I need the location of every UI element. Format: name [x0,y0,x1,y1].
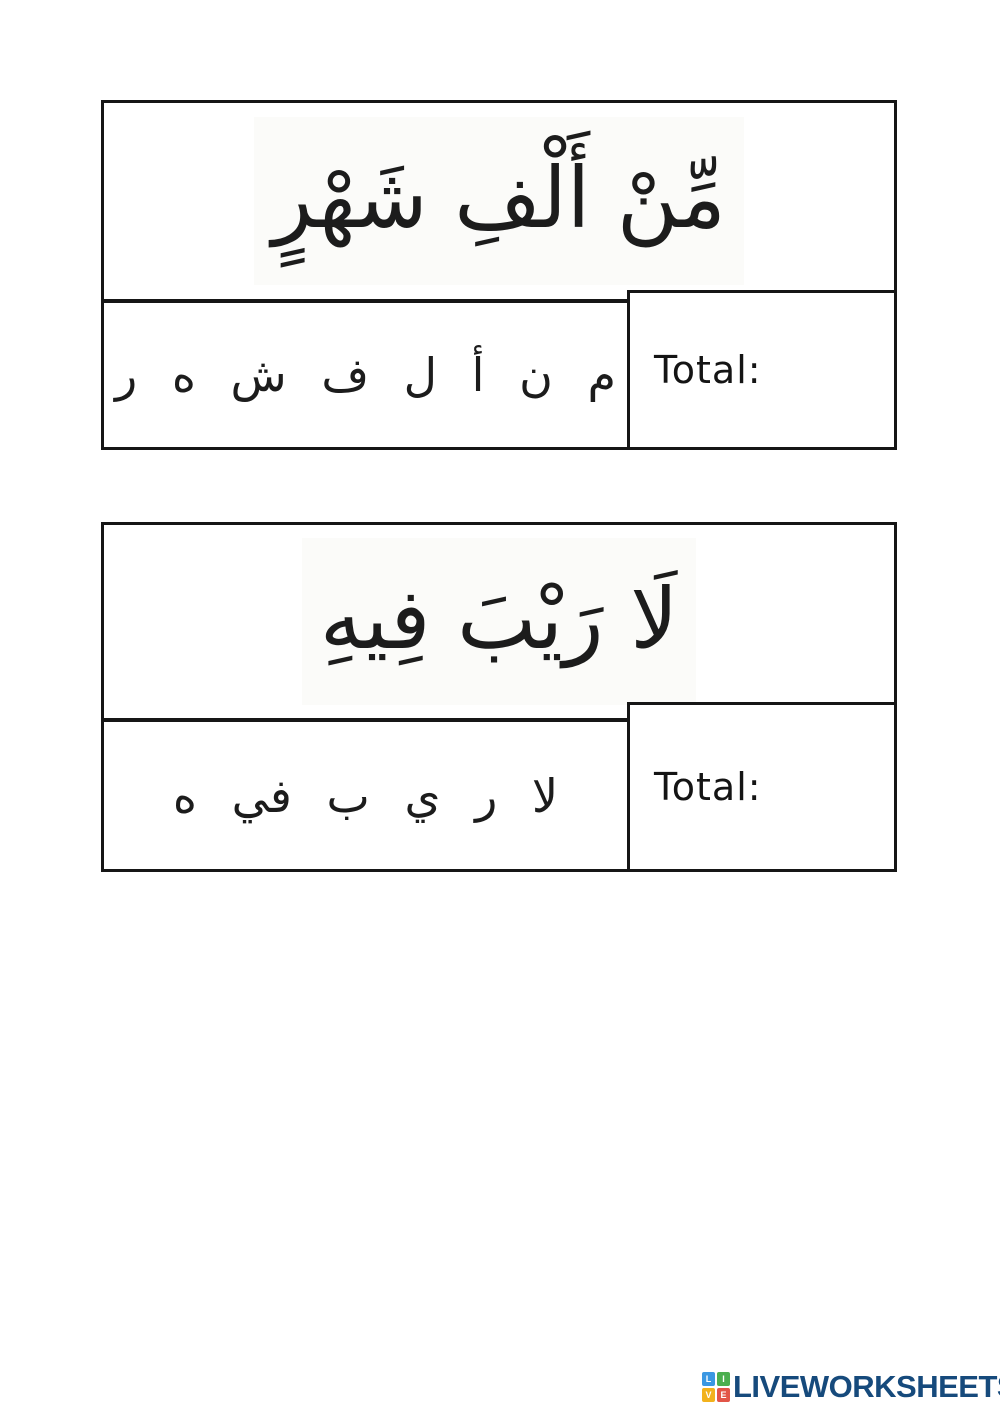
liveworksheets-logo[interactable]: L I V E LIVEWORKSHEETS [702,1371,1000,1402]
logo-tile-i: I [717,1371,730,1386]
arabic-phrase-2: لَا رَيْبَ فِيهِ [319,569,679,668]
logo-tile-e: E [717,1387,730,1402]
total-label-1: Total: [654,348,762,392]
letters-cell-2: لا ر ي ب في ه [101,719,630,872]
phrase-image-2: لَا رَيْبَ فِيهِ [301,537,697,706]
phrase-cell-1: مِّنْ أَلْفِ شَهْرٍ [101,100,897,302]
phrase-cell-2: لَا رَيْبَ فِيهِ [101,522,897,721]
arabic-phrase-1: مِّنْ أَلْفِ شَهْرٍ [272,149,726,248]
logo-tile-v: V [702,1387,715,1402]
exercise-block-1: مِّنْ أَلْفِ شَهْرٍ م ن أ ل ف ش ه ر Tota… [101,100,897,450]
letters-cell-1: م ن أ ل ف ش ه ر [101,300,630,450]
phrase-image-1: مِّنْ أَلْفِ شَهْرٍ [254,117,744,285]
liveworksheets-wordmark: LIVEWORKSHEETS [733,1369,1000,1404]
total-answer-cell-1[interactable]: Total: [627,290,897,450]
arabic-letters-2: لا ر ي ب في ه [172,768,559,823]
liveworksheets-tiles-icon: L I V E [702,1371,730,1402]
exercise-block-2: لَا رَيْبَ فِيهِ لا ر ي ب في ه Total: [101,522,897,872]
arabic-letters-1: م ن أ ل ف ش ه ر [115,348,616,402]
total-answer-cell-2[interactable]: Total: [627,702,897,872]
total-label-2: Total: [654,765,762,809]
logo-tile-l: L [702,1371,715,1386]
